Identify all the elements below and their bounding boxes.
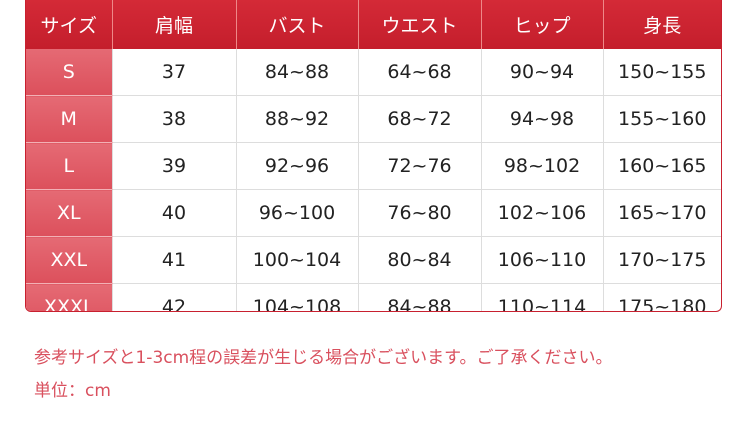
table-cell: 72~76 [358,142,482,190]
table-cell: 110~114 [481,283,604,311]
column-header: サイズ [26,0,113,49]
table-cell: 104~108 [236,283,359,311]
table-row: XXXL 42 104~108 84~88 110~114 175~180 [26,283,721,312]
table-cell: 98~102 [481,142,604,190]
column-header: ヒップ [481,0,604,49]
size-label-cell: M [26,95,113,143]
table-cell: 80~84 [358,236,482,284]
table-cell: 106~110 [481,236,604,284]
table-row: L 39 92~96 72~76 98~102 160~165 [26,142,721,190]
table-cell: 68~72 [358,95,482,143]
table-row: S 37 84~88 64~68 90~94 150~155 [26,49,721,96]
table-cell: 39 [112,142,237,190]
size-label-cell: L [26,142,113,190]
size-label-cell: XL [26,189,113,237]
size-label-cell: XXL [26,236,113,284]
table-row: XXL 41 100~104 80~84 106~110 170~175 [26,236,721,284]
table-cell: 94~98 [481,95,604,143]
table-cell: 150~155 [603,49,721,96]
table-cell: 38 [112,95,237,143]
table-cell: 96~100 [236,189,359,237]
table-cell: 84~88 [358,283,482,311]
column-header: バスト [236,0,359,49]
unit-note: 単位：cm [34,381,111,401]
table-cell: 160~165 [603,142,721,190]
table-cell: 64~68 [358,49,482,96]
table-cell: 175~180 [618,296,707,312]
column-header: ウエスト [358,0,482,49]
table-cell: 100~104 [236,236,359,284]
size-label-cell: XXXL [26,283,113,311]
size-label-cell: S [26,49,113,96]
header-row: サイズ 肩幅 バスト ウエスト ヒップ 身長 [26,0,721,49]
table-cell: 42 [112,283,237,311]
table-cell: 88~92 [236,95,359,143]
table-cell: 102~106 [481,189,604,237]
table-cell: 37 [112,49,237,96]
table-cell: 41 [112,236,237,284]
size-chart-table: サイズ 肩幅 バスト ウエスト ヒップ 身長 S 37 84~88 64~68 90~94 150~… [25,0,722,312]
table-cell: 170~175 [603,236,721,284]
column-header: 肩幅 [112,0,237,49]
table-cell: 40 [112,189,237,237]
column-header: 身長 [603,0,721,49]
disclaimer-note: 参考サイズと1-3cm程の誤差が生じる場合がございます。ご了承ください。 [34,348,613,368]
table-cell: 165~170 [603,189,721,237]
table-row: XL 40 96~100 76~80 102~106 165~170 [26,189,721,237]
table-cell: 76~80 [358,189,482,237]
table-cell: 90~94 [481,49,604,96]
table-cell: 92~96 [236,142,359,190]
table-cell: 155~160 [603,95,721,143]
table-cell: 84~88 [236,49,359,96]
table-row: M 38 88~92 68~72 94~98 155~160 [26,95,721,143]
